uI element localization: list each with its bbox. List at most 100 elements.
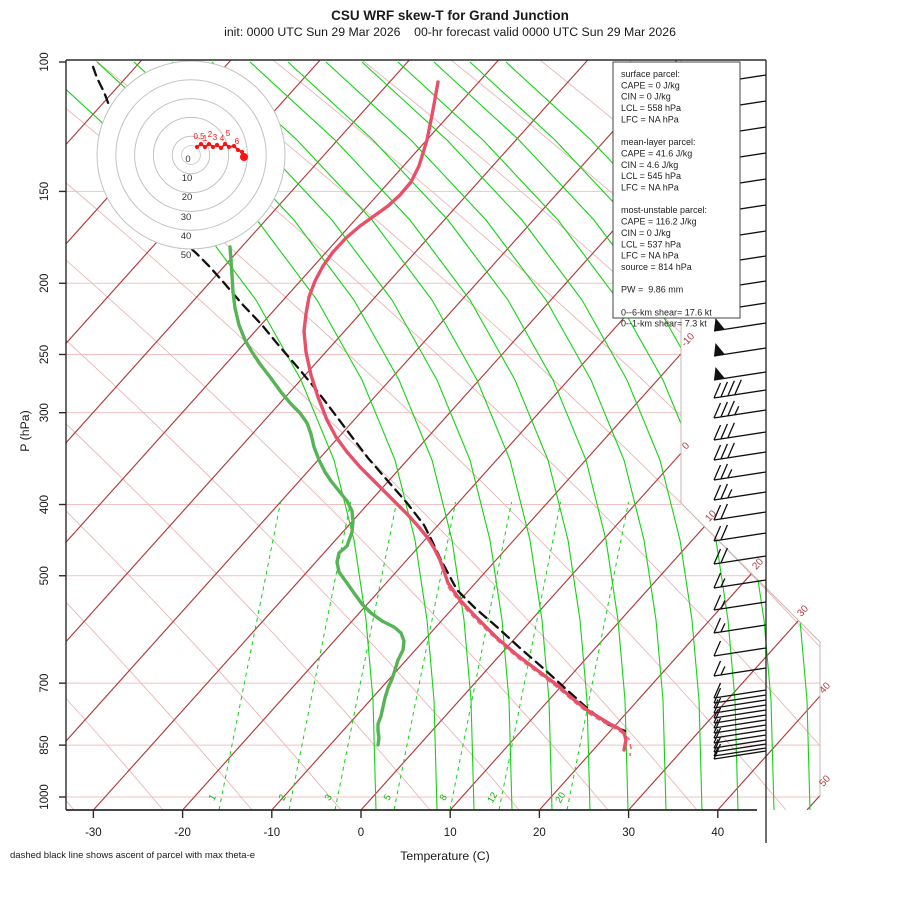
hodograph-height-label: 0.5 <box>193 132 205 141</box>
hodograph-point <box>222 141 228 147</box>
barb-5kt <box>713 747 719 757</box>
wind-barb <box>713 547 767 565</box>
dry-adiabat <box>896 60 900 810</box>
parcel-footnote: dashed black line shows ascent of parcel… <box>10 850 256 861</box>
mixing-ratio-label-2: 2 <box>277 793 289 803</box>
wind-barb <box>713 524 767 542</box>
t-tick-label-20: 20 <box>533 827 546 839</box>
hodograph-point <box>194 144 200 150</box>
wind-barb <box>713 699 767 709</box>
pennant-50kt <box>714 367 725 380</box>
hodograph-end-point <box>240 153 248 161</box>
parcel-info-line: most-unstable parcel: <box>621 205 707 215</box>
page-subtitle: init: 0000 UTC Sun 29 Mar 2026 00-hr for… <box>224 25 676 39</box>
dry-adiabat <box>66 60 698 810</box>
mixing-ratio-labels: 1 2 3 5 8 12 20 <box>207 790 568 805</box>
wind-barb <box>713 660 767 677</box>
hodograph: 0 10 20 30 40 50 0.51 2 3 456 <box>96 60 286 261</box>
t-tick-label-30: 30 <box>622 827 635 839</box>
wind-barb <box>713 367 767 381</box>
barb-10kt <box>727 380 735 397</box>
parcel-info-line: PW = 9.86 mm <box>621 285 683 295</box>
wind-barb <box>713 739 767 749</box>
wind-barb <box>713 503 767 521</box>
hodograph-height-label: 6 <box>235 137 240 146</box>
isotherm-label-30: 30 <box>795 603 811 619</box>
barb-10kt <box>713 707 722 724</box>
hodograph-height-label: 5 <box>226 129 231 138</box>
dry-adiabat <box>66 60 431 810</box>
barb-10kt <box>713 525 722 542</box>
t-tick-label--10: -10 <box>263 827 280 839</box>
hodograph-ring-label: 40 <box>181 231 192 242</box>
dry-adiabat <box>66 60 253 810</box>
parcel-info-line: LCL = 558 hPa <box>621 103 681 113</box>
t-tick-label--30: -30 <box>85 827 102 839</box>
dry-adiabat <box>66 60 75 810</box>
barb-5kt <box>720 666 726 676</box>
parcel-info-line: CIN = 0 J/kg <box>621 228 671 238</box>
barb-5kt <box>713 709 719 719</box>
barb-10kt <box>713 617 722 634</box>
wind-barb <box>713 463 767 481</box>
barb-10kt <box>720 423 729 440</box>
hodograph-height-label: 3 <box>213 133 218 142</box>
t-tick-label-40: 40 <box>711 827 724 839</box>
isotherm-50 <box>806 60 820 810</box>
barb-10kt <box>720 547 729 564</box>
hodograph-point <box>218 145 224 151</box>
wind-barb <box>713 617 767 634</box>
barb-10kt <box>720 463 729 480</box>
barb-10kt <box>727 442 735 459</box>
parcel-info-line: 0--1-km shear= 7.3 kt <box>621 319 707 329</box>
page-title: CSU WRF skew-T for Grand Junction <box>331 8 569 23</box>
isotherm--110 <box>0 60 53 810</box>
parcel-info-line: CAPE = 41.6 J/kg <box>621 148 692 158</box>
barb-10kt <box>713 687 722 704</box>
hodograph-point <box>214 142 220 148</box>
isotherm--50 <box>66 60 589 810</box>
parcel-info-line: source = 814 hPa <box>621 262 692 272</box>
hodograph-point <box>235 147 241 153</box>
wind-barb <box>713 682 767 699</box>
p-tick-label-150: 150 <box>39 182 51 201</box>
wind-barb <box>713 707 767 724</box>
hodograph-point <box>202 144 208 150</box>
p-tick-label-300: 300 <box>39 403 51 422</box>
barb-5kt <box>713 719 719 729</box>
dry-adiabat <box>183 60 820 810</box>
wind-barb <box>713 442 767 461</box>
pennant-50kt <box>714 343 725 356</box>
parcel-info-line: CIN = 4.6 J/kg <box>621 160 678 170</box>
isotherm--10 <box>271 60 820 810</box>
mixing-ratio-5 <box>393 501 457 810</box>
parcel-info-line: 0--6-km shear= 17.6 kt <box>621 307 712 317</box>
barb-10kt <box>720 381 729 398</box>
wind-barb <box>713 483 767 501</box>
parcel-info-line: LCL = 545 hPa <box>621 171 681 181</box>
barb-10kt <box>720 483 729 500</box>
mixing-ratio-label-3: 3 <box>323 793 335 803</box>
isotherm-label--10: -10 <box>679 331 697 349</box>
parcel-info-line: mean-layer parcel: <box>621 137 696 147</box>
mixing-ratio-label-20: 20 <box>553 790 568 805</box>
isotherm-30 <box>628 60 820 810</box>
barb-10kt <box>713 402 722 419</box>
mixing-ratio-label-1: 1 <box>207 793 219 803</box>
hodograph-ring-label: 20 <box>182 192 193 203</box>
hodograph-point <box>206 141 212 147</box>
barb-10kt <box>727 422 735 439</box>
barb-10kt <box>713 727 722 744</box>
parcel-info-line: CAPE = 116.2 J/kg <box>621 217 697 227</box>
hodograph-ring-label: 10 <box>182 173 193 184</box>
temperature-curve <box>302 80 628 752</box>
moist-adiabat <box>361 61 703 810</box>
barb-10kt <box>713 424 722 441</box>
barb-10kt <box>713 697 722 714</box>
mixing-ratio-2 <box>288 501 352 810</box>
hodograph-point <box>226 144 232 150</box>
t-tick-label-0: 0 <box>358 827 364 839</box>
